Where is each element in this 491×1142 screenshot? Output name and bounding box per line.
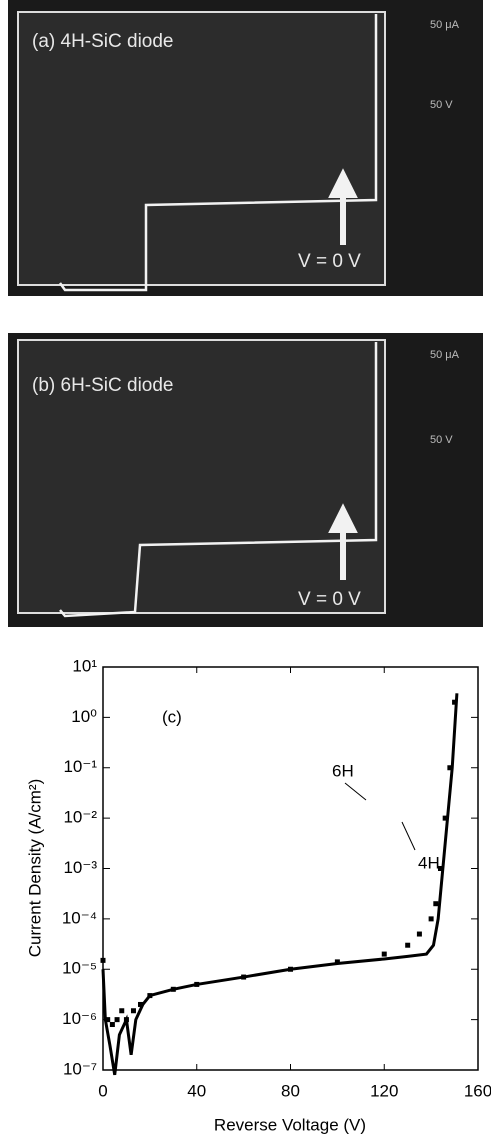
y-tick-label: 10⁻¹ [63, 757, 97, 776]
panel-annotation: V = 0 V [298, 589, 361, 610]
x-tick-label: 40 [187, 1081, 206, 1100]
data-point [428, 916, 434, 922]
arrow [328, 168, 358, 245]
data-point [334, 959, 340, 965]
data-point [438, 866, 443, 871]
data-point [433, 901, 439, 907]
series-line [101, 693, 459, 1076]
y-tick-label: 10⁻³ [63, 858, 97, 877]
x-tick-label: 80 [281, 1081, 300, 1100]
y-axis-title: Current Density (A/cm²) [25, 779, 44, 958]
scale-label: 50 V [430, 99, 453, 111]
panel-label: (a) 4H-SiC diode [32, 31, 174, 52]
scope-trace [59, 342, 378, 618]
scope-screen [17, 339, 386, 614]
scale-label: 50 μA [430, 349, 460, 361]
series-label: 6H [332, 761, 354, 780]
data-point [447, 765, 453, 771]
scope-trace [58, 14, 378, 292]
label-pointer [344, 782, 367, 801]
data-point [109, 1022, 115, 1028]
x-tick-label: 120 [370, 1081, 398, 1100]
panel-annotation: V = 0 V [298, 251, 361, 272]
data-point [114, 1017, 120, 1023]
y-tick-label: 10⁰ [71, 707, 97, 726]
series-label: 4H [418, 853, 440, 872]
x-axis-title: Reverse Voltage (V) [214, 1115, 366, 1134]
y-tick-label: 10⁻⁷ [63, 1059, 97, 1078]
y-tick-label: 10⁻⁶ [62, 1009, 97, 1028]
scope-panel-a: (a) 4H-SiC diode V = 0 V 50 μA 50 V [8, 0, 483, 296]
scope-screen [17, 11, 386, 286]
data-point [130, 1008, 136, 1014]
scale-label: 50 μA [430, 19, 460, 31]
y-tick-label: 10⁻² [63, 808, 97, 827]
y-tick-label: 10¹ [72, 656, 97, 675]
data-point [119, 1008, 125, 1014]
y-tick-label: 10⁻⁵ [62, 959, 97, 978]
chart-annotation: (c) [162, 707, 182, 726]
x-tick-label: 160 [464, 1081, 491, 1100]
scale-label: 50 V [430, 434, 453, 446]
x-tick-label: 0 [98, 1081, 107, 1100]
chart: (c) Reverse Voltage (V) Current Density … [25, 656, 491, 1134]
data-point [452, 699, 458, 705]
arrow [328, 503, 358, 580]
data-point [405, 942, 411, 948]
y-tick-label: 10⁻⁴ [62, 908, 97, 927]
label-pointer [401, 821, 416, 851]
panel-label: (b) 6H-SiC diode [32, 375, 174, 396]
data-point [138, 1001, 143, 1007]
data-point [442, 815, 448, 821]
data-point [100, 957, 106, 963]
data-point [416, 931, 422, 937]
scope-panel-b: (b) 6H-SiC diode V = 0 V 50 μA 50 V [8, 333, 483, 627]
data-point [381, 951, 387, 957]
data-point [105, 1017, 111, 1023]
